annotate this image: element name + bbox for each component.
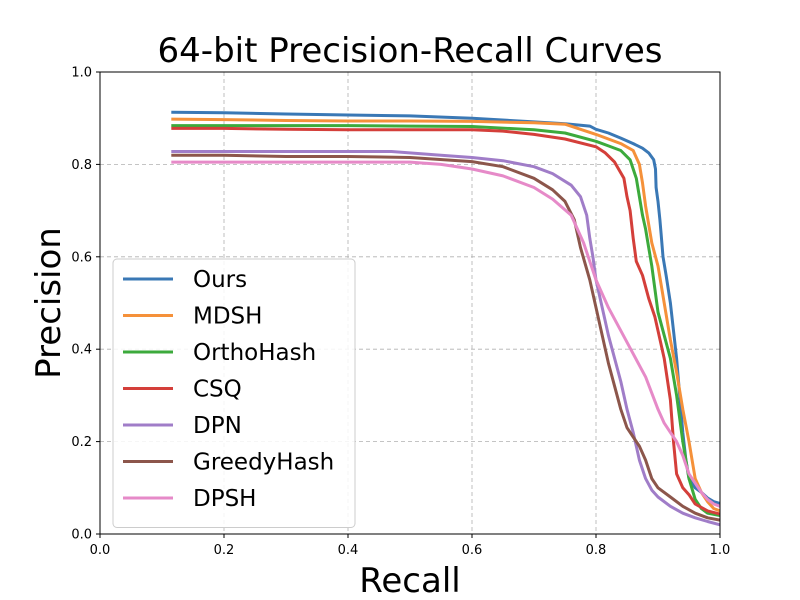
- series-layer: [171, 110, 721, 527]
- y-tick-label: 0.6: [71, 250, 92, 265]
- series-line-mdsh: [171, 117, 721, 513]
- legend-label-dpn: DPN: [193, 413, 242, 439]
- x-tick-label: 0.4: [338, 543, 359, 558]
- legend-label-greedyhash: GreedyHash: [193, 450, 334, 476]
- x-axis-label: Recall: [359, 561, 460, 600]
- legend-label-dpsh: DPSH: [193, 486, 256, 512]
- series-line-orthohash: [171, 124, 721, 517]
- legend-label-orthohash: OrthoHash: [193, 340, 316, 366]
- x-tick-label: 0.0: [90, 543, 111, 558]
- y-tick-label: 0.4: [71, 343, 92, 358]
- series-line-csq: [171, 126, 721, 516]
- y-tick-label: 1.0: [71, 66, 92, 81]
- series-line-greedyhash: [171, 153, 721, 522]
- x-tick-label: 0.6: [462, 543, 483, 558]
- legend: Ours MDSH OrthoHash CSQ DPN GreedyHash DPSH: [112, 258, 356, 528]
- x-tick-label: 1.0: [710, 543, 731, 558]
- legend-label-csq: CSQ: [193, 377, 242, 403]
- x-tick-label: 0.2: [214, 543, 235, 558]
- legend-label-ours: Ours: [193, 267, 247, 293]
- y-tick-label: 0.8: [71, 158, 92, 173]
- x-axis: 0.0 0.2 0.4 0.6 0.8 1.0: [90, 534, 731, 558]
- y-tick-label: 0.2: [71, 435, 92, 450]
- y-axis: 0.0 0.2 0.4 0.6 0.8 1.0: [71, 66, 100, 543]
- plot-frame: [99, 71, 721, 535]
- series-line-dpsh: [171, 160, 721, 508]
- legend-label-mdsh: MDSH: [193, 304, 262, 330]
- x-tick-label: 0.8: [586, 543, 607, 558]
- y-axis-label: Precision: [29, 227, 69, 379]
- y-tick-label: 0.0: [71, 528, 92, 543]
- legend-box: [112, 258, 356, 528]
- chart-title: 64-bit Precision-Recall Curves: [158, 31, 663, 71]
